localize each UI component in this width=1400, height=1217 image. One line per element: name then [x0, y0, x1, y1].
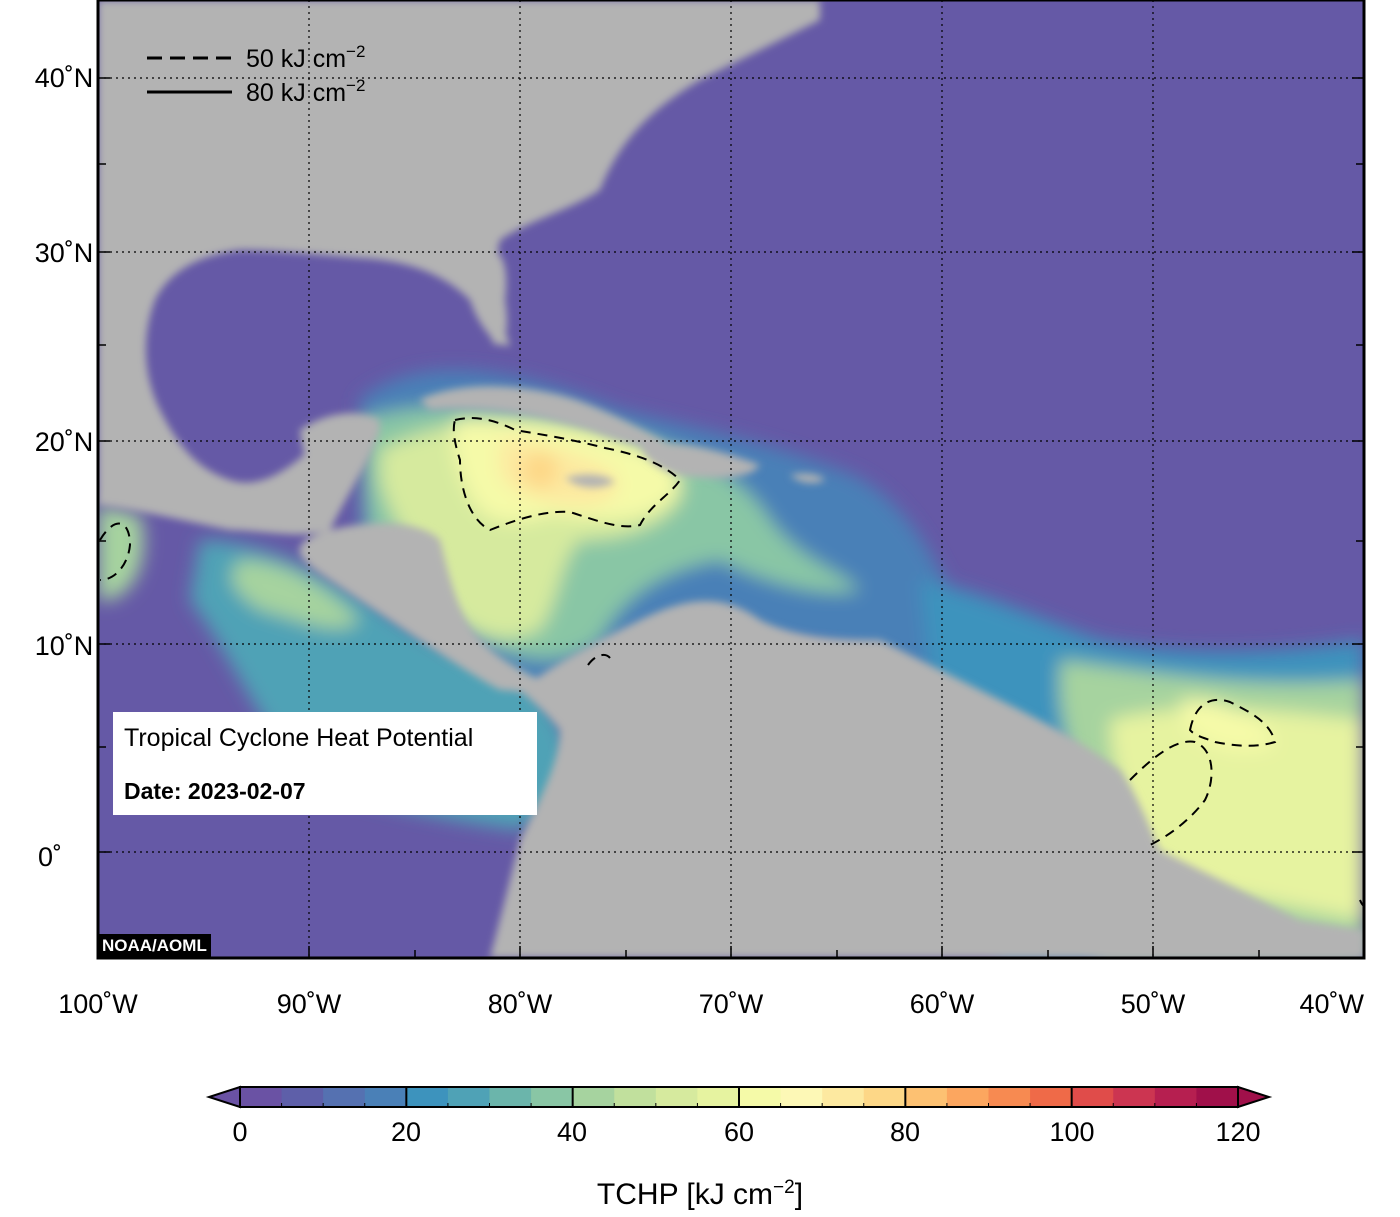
- land-florida: [470, 247, 507, 345]
- land-cuba: [420, 386, 680, 452]
- land-south-america: [490, 601, 1364, 958]
- colorbar-segment: [739, 1087, 782, 1107]
- colorbar-high-arrow: [1237, 1085, 1273, 1109]
- lat-label-30n: 30˚N: [35, 238, 94, 268]
- land: [98, 0, 1364, 958]
- colorbar-segment: [281, 1087, 324, 1107]
- credit-label: NOAA/AOML: [99, 934, 211, 957]
- colorbar: 0 20 40 60 80 100 120: [205, 1085, 1273, 1147]
- lat-label-20n: 20˚N: [35, 427, 94, 457]
- land-hispaniola: [640, 443, 760, 478]
- colorbar-segment: [863, 1087, 906, 1107]
- lat-label-40n: 40˚N: [35, 63, 94, 93]
- land-jamaica: [565, 474, 615, 488]
- contour-50-atlantic-a: [1188, 698, 1277, 747]
- colorbar-segment: [780, 1087, 823, 1107]
- cbar-tick-label-120: 120: [1215, 1117, 1260, 1147]
- tchp-blob-pacific-green: [231, 560, 360, 629]
- legend-50-label: 50 kJ cm−2: [246, 42, 365, 73]
- contour-50-atlantic-b: [1129, 740, 1213, 846]
- contour-50-westpac: [99, 522, 132, 581]
- colorbar-segment: [323, 1087, 366, 1107]
- contour-50-caribbean: [452, 417, 682, 532]
- lon-label-40w: 40˚W: [1299, 989, 1364, 1019]
- legend-80-label: 80 kJ cm−2: [246, 76, 365, 107]
- colorbar-segment: [1030, 1087, 1073, 1107]
- colorbar-segment: [946, 1087, 989, 1107]
- cbar-tick-label-60: 60: [724, 1117, 754, 1147]
- map-area: 50 kJ cm−2 80 kJ cm−2: [98, 0, 1364, 958]
- lon-label-60w: 60˚W: [910, 989, 975, 1019]
- cbar-tick-label-80: 80: [890, 1117, 920, 1147]
- colorbar-segment: [1154, 1087, 1197, 1107]
- map-info-box: Tropical Cyclone Heat Potential Date: 20…: [113, 712, 537, 815]
- lat-labels: 40˚N 30˚N 20˚N 10˚N 0˚: [35, 63, 94, 872]
- colorbar-segment: [1196, 1087, 1239, 1107]
- contour-50: [99, 417, 1364, 907]
- colorbar-segment: [406, 1087, 449, 1107]
- lat-label-0: 0˚: [38, 842, 62, 872]
- colorbar-segment: [697, 1087, 740, 1107]
- land-central-america: [299, 523, 540, 693]
- tchp-blob-caribbean-peak: [522, 452, 558, 488]
- land-north-america: [98, 0, 820, 535]
- land-yucatan: [300, 413, 380, 500]
- colorbar-title: TCHP [kJ cm−2]: [596, 1177, 804, 1211]
- colorbar-segment: [614, 1087, 657, 1107]
- colorbar-segment: [905, 1087, 948, 1107]
- lat-label-10n: 10˚N: [35, 631, 94, 661]
- colorbar-segment: [1071, 1087, 1114, 1107]
- colorbar-segment: [988, 1087, 1031, 1107]
- lon-label-80w: 80˚W: [488, 989, 553, 1019]
- lon-label-50w: 50˚W: [1121, 989, 1186, 1019]
- colorbar-segment: [655, 1087, 698, 1107]
- cbar-tick-label-40: 40: [557, 1117, 587, 1147]
- colorbar-ticks: [239, 1087, 1239, 1107]
- contour-legend: 50 kJ cm−2 80 kJ cm−2: [147, 42, 365, 107]
- cbar-tick-label-0: 0: [232, 1117, 247, 1147]
- colorbar-segment: [572, 1087, 615, 1107]
- colorbar-low-arrow: [205, 1085, 241, 1109]
- lon-label-90w: 90˚W: [277, 989, 342, 1019]
- colorbar-segment: [531, 1087, 574, 1107]
- land-puerto-rico: [790, 473, 825, 483]
- lon-labels: 100˚W 90˚W 80˚W 70˚W 60˚W 50˚W 40˚W: [58, 989, 1364, 1019]
- cbar-tick-label-20: 20: [391, 1117, 421, 1147]
- colorbar-segment: [240, 1087, 283, 1107]
- map-date: Date: 2023-02-07: [124, 778, 306, 804]
- tchp-blob-westpac: [98, 505, 144, 600]
- colorbar-segment: [447, 1087, 490, 1107]
- lon-label-70w: 70˚W: [699, 989, 764, 1019]
- colorbar-segment: [822, 1087, 865, 1107]
- colorbar-segment: [1113, 1087, 1156, 1107]
- colorbar-segment: [364, 1087, 407, 1107]
- lon-label-100w: 100˚W: [58, 989, 138, 1019]
- colorbar-segment: [489, 1087, 532, 1107]
- cbar-tick-label-100: 100: [1049, 1117, 1094, 1147]
- contour-50-panama: [587, 653, 611, 666]
- map-title: Tropical Cyclone Heat Potential: [124, 724, 474, 752]
- colorbar-segments: [240, 1087, 1239, 1107]
